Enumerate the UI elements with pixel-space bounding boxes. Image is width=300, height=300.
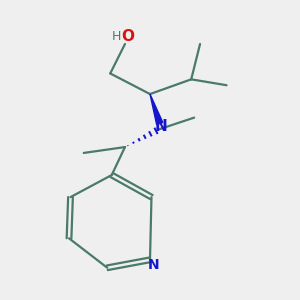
Text: O: O — [122, 29, 134, 44]
Polygon shape — [150, 94, 163, 124]
Text: H: H — [112, 30, 121, 43]
Text: N: N — [155, 119, 168, 134]
Text: N: N — [148, 258, 159, 272]
